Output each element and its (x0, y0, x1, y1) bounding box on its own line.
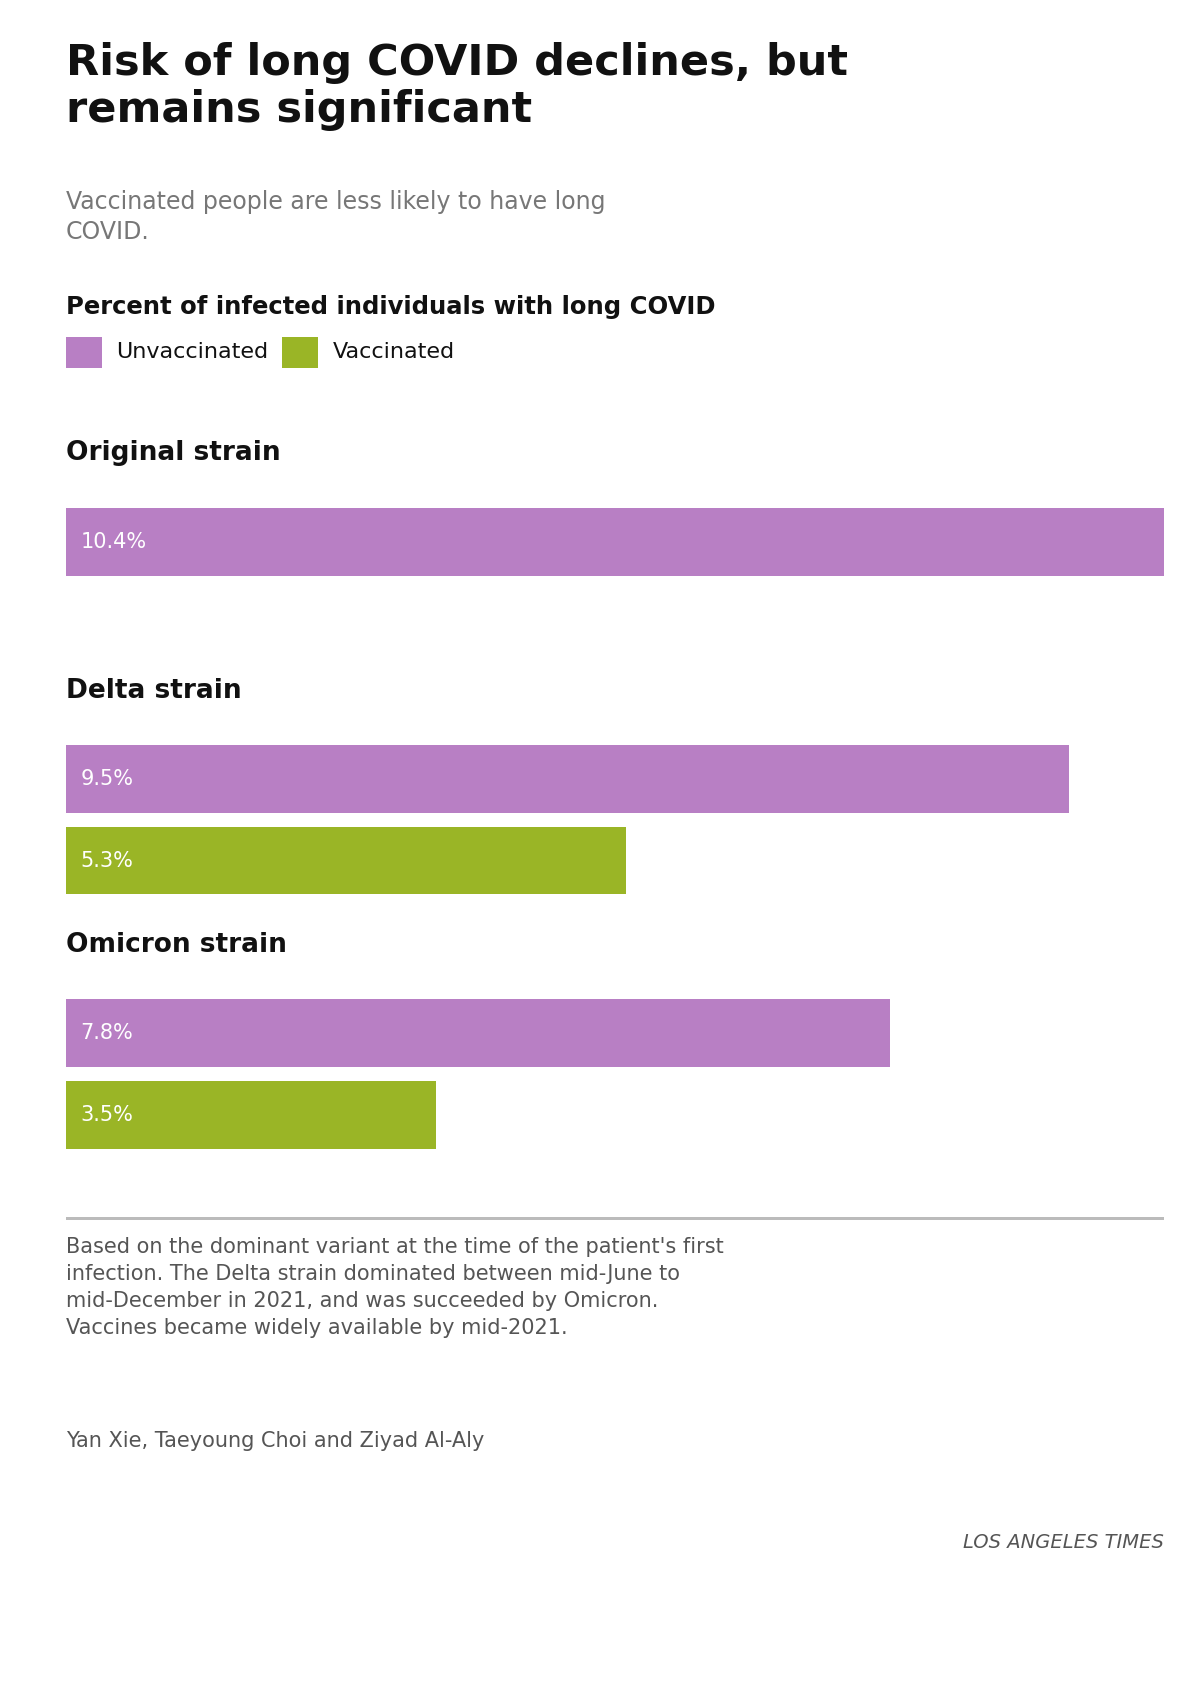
Text: Vaccinated: Vaccinated (332, 342, 455, 363)
Text: LOS ANGELES TIMES: LOS ANGELES TIMES (964, 1533, 1164, 1552)
Text: 3.5%: 3.5% (80, 1104, 133, 1125)
Text: 10.4%: 10.4% (80, 532, 146, 552)
Text: 7.8%: 7.8% (80, 1023, 133, 1044)
Text: Unvaccinated: Unvaccinated (116, 342, 269, 363)
Text: Vaccinated people are less likely to have long
COVID.: Vaccinated people are less likely to hav… (66, 190, 606, 244)
Text: Delta strain: Delta strain (66, 678, 241, 703)
Text: 5.3%: 5.3% (80, 850, 133, 871)
Text: Based on the dominant variant at the time of the patient's first
infection. The : Based on the dominant variant at the tim… (66, 1237, 724, 1338)
Text: Omicron strain: Omicron strain (66, 932, 287, 957)
Text: Risk of long COVID declines, but
remains significant: Risk of long COVID declines, but remains… (66, 42, 848, 132)
Text: 9.5%: 9.5% (80, 769, 133, 789)
Text: Original strain: Original strain (66, 440, 281, 466)
Text: Yan Xie, Taeyoung Choi and Ziyad Al-Aly: Yan Xie, Taeyoung Choi and Ziyad Al-Aly (66, 1431, 485, 1452)
Text: Percent of infected individuals with long COVID: Percent of infected individuals with lon… (66, 295, 715, 318)
